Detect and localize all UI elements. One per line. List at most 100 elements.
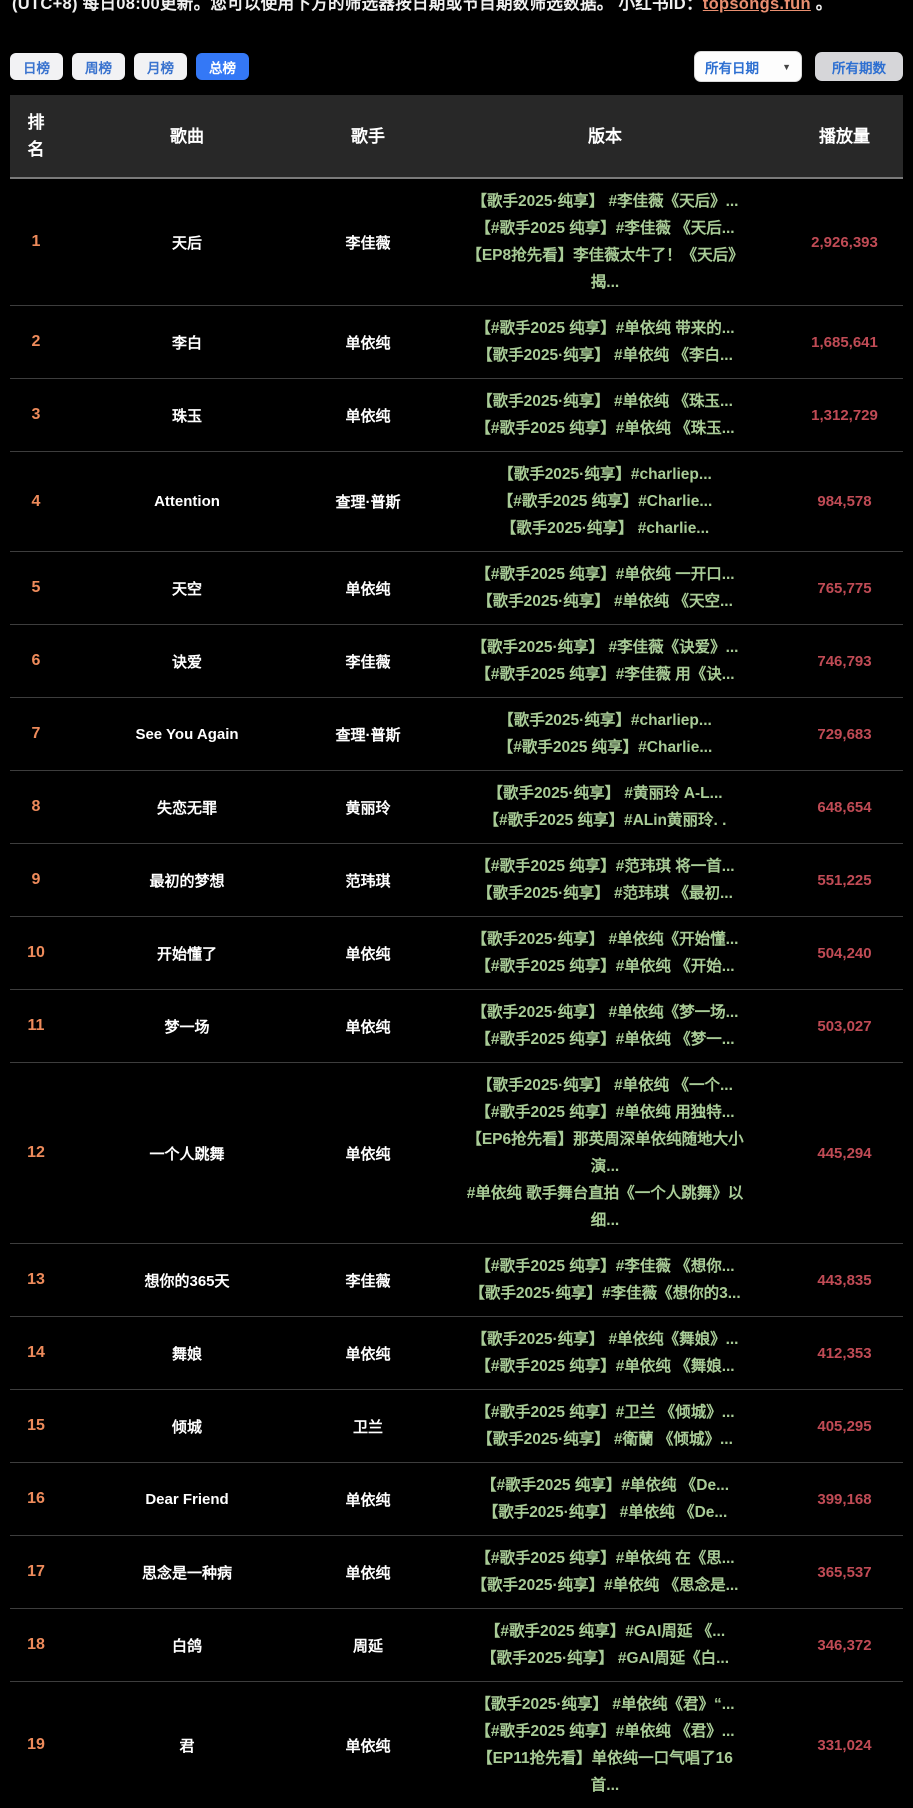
version-link[interactable]: 【歌手2025·纯享】 #charlie... — [426, 515, 784, 542]
episode-filter-button[interactable]: 所有期数 — [815, 52, 903, 81]
version-link[interactable]: 【歌手2025·纯享】 #单依纯《梦一场... — [426, 999, 784, 1026]
version-cell: 【#歌手2025 纯享】#单依纯 在《思...【歌手2025·纯享】#单依纯 《… — [424, 1536, 786, 1609]
version-link[interactable]: 【#歌手2025 纯享】#范玮琪 将一首... — [426, 853, 784, 880]
plays-cell: 412,353 — [786, 1317, 903, 1390]
xiaohongshu-id-link[interactable]: topsongs.fun — [703, 0, 811, 13]
version-link[interactable]: 【#歌手2025 纯享】#单依纯 一开口... — [426, 561, 784, 588]
version-link[interactable]: 【#歌手2025 纯享】#单依纯 《梦一... — [426, 1026, 784, 1053]
version-link[interactable]: 【#歌手2025 纯享】#Charlie... — [426, 488, 784, 515]
rank-cell: 14 — [10, 1317, 62, 1390]
version-link[interactable]: 【歌手2025·纯享】 #单依纯《君》“... — [426, 1691, 784, 1718]
version-cell: 【#歌手2025 纯享】#GAI周延 《...【歌手2025·纯享】 #GAI周… — [424, 1609, 786, 1682]
song-cell: 诀爱 — [62, 625, 312, 698]
version-link[interactable]: 首... — [426, 1772, 784, 1799]
rank-tab-daily[interactable]: 日榜 — [10, 53, 63, 80]
version-link[interactable]: 【歌手2025·纯享】 #李佳薇《天后》... — [426, 188, 784, 215]
song-cell: Attention — [62, 452, 312, 552]
singer-cell: 查理·普斯 — [312, 698, 424, 771]
song-cell: 开始懂了 — [62, 917, 312, 990]
header-version: 版本 — [424, 95, 786, 178]
rank-tab-weekly[interactable]: 周榜 — [72, 53, 125, 80]
version-cell: 【#歌手2025 纯享】#单依纯 一开口...【歌手2025·纯享】 #单依纯 … — [424, 552, 786, 625]
song-cell: 思念是一种病 — [62, 1536, 312, 1609]
version-link[interactable]: 【#歌手2025 纯享】#ALin黄丽玲. . — [426, 807, 784, 834]
version-link[interactable]: 细... — [426, 1207, 784, 1234]
version-link[interactable]: 【歌手2025·纯享】 #GAI周延《白... — [426, 1645, 784, 1672]
version-link[interactable]: 【EP11抢先看】单依纯一口气唱了16 — [426, 1745, 784, 1772]
version-link[interactable]: 【歌手2025·纯享】 #单依纯 《李白... — [426, 342, 784, 369]
version-link[interactable]: 【歌手2025·纯享】 #单依纯 《天空... — [426, 588, 784, 615]
version-link[interactable]: 【EP8抢先看】李佳薇太牛了！《天后》 — [426, 242, 784, 269]
rank-cell: 6 — [10, 625, 62, 698]
version-link[interactable]: 【歌手2025·纯享】#charliep... — [426, 707, 784, 734]
rank-cell: 4 — [10, 452, 62, 552]
version-link[interactable]: 【#歌手2025 纯享】#单依纯 在《思... — [426, 1545, 784, 1572]
version-link[interactable]: 【歌手2025·纯享】 #单依纯 《珠玉... — [426, 388, 784, 415]
version-link[interactable]: 【歌手2025·纯享】 #单依纯 《一个... — [426, 1072, 784, 1099]
plays-cell: 729,683 — [786, 698, 903, 771]
singer-cell: 单依纯 — [312, 306, 424, 379]
plays-cell: 399,168 — [786, 1463, 903, 1536]
version-link[interactable]: 【歌手2025·纯享】 #黄丽玲 A-L... — [426, 780, 784, 807]
rank-cell: 3 — [10, 379, 62, 452]
version-link[interactable]: 【EP6抢先看】那英周深单依纯随地大小 — [426, 1126, 784, 1153]
date-filter-select[interactable]: 所有日期 ▼ — [694, 51, 802, 82]
version-link[interactable]: 【#歌手2025 纯享】#Charlie... — [426, 734, 784, 761]
version-link[interactable]: 【#歌手2025 纯享】#单依纯 带来的... — [426, 315, 784, 342]
rank-cell: 12 — [10, 1063, 62, 1244]
version-link[interactable]: 【#歌手2025 纯享】#单依纯 《De... — [426, 1472, 784, 1499]
plays-cell: 445,294 — [786, 1063, 903, 1244]
rank-cell: 8 — [10, 771, 62, 844]
version-link[interactable]: 揭... — [426, 269, 784, 296]
version-cell: 【#歌手2025 纯享】#李佳薇 《想你...【歌手2025·纯享】#李佳薇《想… — [424, 1244, 786, 1317]
version-link[interactable]: 【#歌手2025 纯享】#单依纯 用独特... — [426, 1099, 784, 1126]
singer-cell: 单依纯 — [312, 1063, 424, 1244]
song-cell: 最初的梦想 — [62, 844, 312, 917]
update-note-suffix: 。 — [811, 0, 833, 13]
header-singer: 歌手 — [312, 95, 424, 178]
version-link[interactable]: 【歌手2025·纯享】 #衛蘭 《倾城》... — [426, 1426, 784, 1453]
version-cell: 【歌手2025·纯享】 #李佳薇《天后》...【#歌手2025 纯享】#李佳薇 … — [424, 178, 786, 306]
version-link[interactable]: 【歌手2025·纯享】 #范玮琪 《最初... — [426, 880, 784, 907]
version-cell: 【歌手2025·纯享】 #单依纯 《一个...【#歌手2025 纯享】#单依纯 … — [424, 1063, 786, 1244]
filter-bar: 日榜周榜月榜总榜 所有日期 ▼ 所有期数 — [10, 51, 903, 82]
plays-cell: 365,537 — [786, 1536, 903, 1609]
version-link[interactable]: 【歌手2025·纯享】#李佳薇《想你的3... — [426, 1280, 784, 1307]
rank-tab-total[interactable]: 总榜 — [196, 53, 249, 80]
version-link[interactable]: 【歌手2025·纯享】 #李佳薇《诀爱》... — [426, 634, 784, 661]
song-cell: 天空 — [62, 552, 312, 625]
version-link[interactable]: 【歌手2025·纯享】 #单依纯 《De... — [426, 1499, 784, 1526]
version-link[interactable]: 演... — [426, 1153, 784, 1180]
song-cell: 天后 — [62, 178, 312, 306]
rank-cell: 11 — [10, 990, 62, 1063]
version-link[interactable]: 【#歌手2025 纯享】#李佳薇 《想你... — [426, 1253, 784, 1280]
rank-cell: 16 — [10, 1463, 62, 1536]
version-link[interactable]: 【歌手2025·纯享】 #单依纯《舞娘》... — [426, 1326, 784, 1353]
version-link[interactable]: #单依纯 歌手舞台直拍《一个人跳舞》以 — [426, 1180, 784, 1207]
rank-cell: 15 — [10, 1390, 62, 1463]
rank-tab-monthly[interactable]: 月榜 — [134, 53, 187, 80]
version-link[interactable]: 【#歌手2025 纯享】#单依纯 《舞娘... — [426, 1353, 784, 1380]
version-cell: 【歌手2025·纯享】 #单依纯《梦一场...【#歌手2025 纯享】#单依纯 … — [424, 990, 786, 1063]
song-cell: Dear Friend — [62, 1463, 312, 1536]
update-note: (UTC+8) 每日08:00更新。您可以使用下方的筛选器按日期或节目期数筛选数… — [0, 0, 913, 15]
singer-cell: 单依纯 — [312, 552, 424, 625]
version-link[interactable]: 【#歌手2025 纯享】#单依纯 《开始... — [426, 953, 784, 980]
plays-cell: 443,835 — [786, 1244, 903, 1317]
plays-cell: 331,024 — [786, 1682, 903, 1808]
version-link[interactable]: 【#歌手2025 纯享】#GAI周延 《... — [426, 1618, 784, 1645]
version-link[interactable]: 【#歌手2025 纯享】#卫兰 《倾城》... — [426, 1399, 784, 1426]
version-link[interactable]: 【#歌手2025 纯享】#单依纯 《君》... — [426, 1718, 784, 1745]
version-link[interactable]: 【#歌手2025 纯享】#李佳薇 《天后... — [426, 215, 784, 242]
version-link[interactable]: 【#歌手2025 纯享】#单依纯 《珠玉... — [426, 415, 784, 442]
version-cell: 【歌手2025·纯享】 #李佳薇《诀爱》...【#歌手2025 纯享】#李佳薇 … — [424, 625, 786, 698]
version-link[interactable]: 【歌手2025·纯享】#charliep... — [426, 461, 784, 488]
version-link[interactable]: 【歌手2025·纯享】#单依纯 《思念是... — [426, 1572, 784, 1599]
version-link[interactable]: 【#歌手2025 纯享】#李佳薇 用《诀... — [426, 661, 784, 688]
version-link[interactable]: 【歌手2025·纯享】 #单依纯《开始懂... — [426, 926, 784, 953]
plays-cell: 551,225 — [786, 844, 903, 917]
